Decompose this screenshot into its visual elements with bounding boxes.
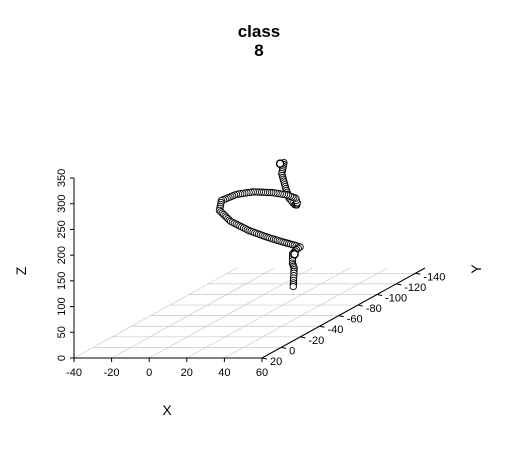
y-tick-mark xyxy=(357,304,363,307)
x-tick-label: -20 xyxy=(104,367,120,379)
grid-line-x xyxy=(149,267,313,359)
grid-line-x xyxy=(224,267,388,359)
x-tick-label: 20 xyxy=(181,367,193,379)
z-tick-label: 0 xyxy=(56,355,68,361)
data-point xyxy=(289,282,297,291)
x-axis-label: X xyxy=(162,402,172,418)
x-tick-label: 40 xyxy=(218,367,230,379)
tick-labels: -40 -20 0 20 40 60-140-120-100-80-60-40-20020… xyxy=(56,169,445,379)
y-tick-mark xyxy=(300,336,306,339)
highlighted-point xyxy=(275,159,285,168)
y-tick-mark xyxy=(376,293,383,296)
x-tick-label: 60 xyxy=(256,367,268,379)
y-tick-label: 0 xyxy=(289,345,295,357)
z-tick-label: 350 xyxy=(56,169,68,187)
z-tick-label: 100 xyxy=(56,297,68,315)
grid-line-x xyxy=(73,267,238,359)
axes xyxy=(70,177,426,362)
y-tick-mark xyxy=(415,272,421,275)
y-tick-label: 20 xyxy=(270,356,282,368)
data-points xyxy=(215,158,304,291)
y-tick-label: -120 xyxy=(404,282,426,294)
y-axis-label: Y xyxy=(468,264,484,274)
y-tick-label: -100 xyxy=(385,292,407,304)
y-tick-mark xyxy=(319,325,325,328)
z-tick-label: 150 xyxy=(56,272,68,290)
z-axis-label: Z xyxy=(13,266,29,275)
chart-title-line-2: 8 xyxy=(254,41,263,60)
y-tick-label: -140 xyxy=(423,271,445,283)
grid-line-x xyxy=(186,267,350,359)
y-tick-label: -20 xyxy=(308,335,324,347)
y-axis-line xyxy=(261,267,426,359)
y-tick-mark xyxy=(281,346,287,349)
z-tick-label: 200 xyxy=(56,246,68,264)
y-tick-label: -40 xyxy=(328,324,344,336)
chart-title-line-1: class xyxy=(238,22,281,41)
y-tick-mark xyxy=(261,357,268,360)
y-tick-mark xyxy=(396,283,402,286)
highlighted-point xyxy=(290,249,299,259)
z-tick-label: 300 xyxy=(56,195,68,213)
z-tick-label: 250 xyxy=(56,220,68,238)
z-tick-label: 50 xyxy=(56,326,68,338)
y-tick-mark xyxy=(338,315,344,318)
x-tick-label: 0 xyxy=(146,367,152,379)
grid-line-x xyxy=(111,267,275,359)
y-tick-label: -80 xyxy=(366,303,382,315)
y-tick-label: -60 xyxy=(347,314,363,326)
x-tick-label: -40 xyxy=(66,367,82,379)
